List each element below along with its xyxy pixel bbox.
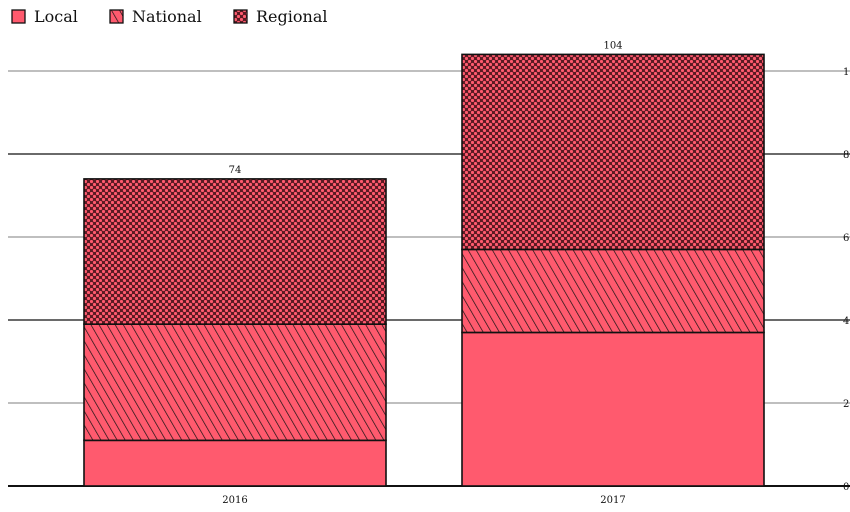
legend-swatch-national — [109, 9, 124, 24]
bar-2017-local — [461, 331, 765, 487]
legend-swatch-regional — [233, 9, 248, 24]
bar-2016-regional — [83, 178, 387, 325]
legend-label-local: Local — [34, 7, 78, 26]
y-tick-label-80: 80 — [843, 150, 850, 161]
bar-2017-regional — [461, 53, 765, 251]
bar-2016-national — [83, 323, 387, 442]
legend-swatch-local — [11, 9, 26, 24]
total-label-2017: 104 — [603, 40, 622, 51]
y-tick-label-20: 20 — [843, 399, 850, 410]
bars — [83, 53, 765, 487]
legend-label-national: National — [132, 7, 202, 26]
legend-label-regional: Regional — [256, 7, 327, 26]
y-tick-label-0: 0 — [843, 482, 849, 493]
bar-2016-local — [83, 439, 387, 487]
x-tick-label-2016: 2016 — [222, 495, 247, 506]
labels: 74 2016 104 2017 — [222, 40, 625, 506]
total-label-2016: 74 — [229, 165, 242, 176]
y-tick-label-100: 100 — [843, 67, 850, 78]
x-tick-label-2017: 2017 — [600, 495, 625, 506]
legend: Local National Regional — [11, 7, 327, 26]
y-tick-label-60: 60 — [843, 233, 850, 244]
bar-2017-national — [461, 248, 765, 334]
y-tick-label-40: 40 — [843, 316, 850, 327]
